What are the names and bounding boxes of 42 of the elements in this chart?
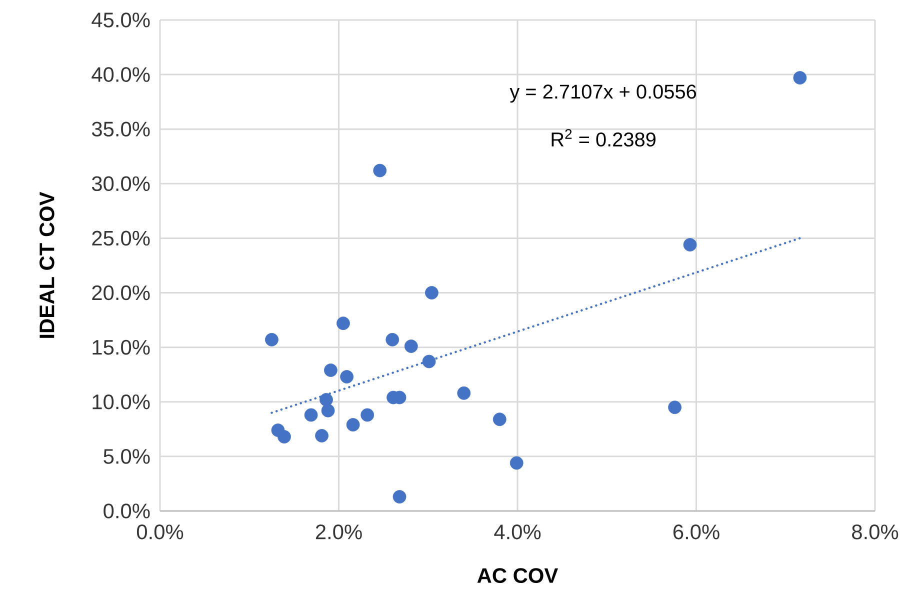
y-tick-label: 20.0% [92, 285, 150, 300]
point [265, 332, 278, 346]
point [404, 340, 418, 353]
y-tick-label: 5.0% [104, 449, 150, 464]
y-axis-title: IDEAL CT COV [40, 192, 54, 338]
point [346, 418, 360, 432]
x-tick-label: 0.0% [136, 524, 184, 540]
y-tick-label: 0.0% [104, 504, 150, 518]
point [336, 316, 350, 330]
point [492, 412, 506, 426]
point [392, 490, 406, 504]
x-axis-title: AC COV [477, 568, 558, 583]
point [320, 392, 333, 406]
x-tick-label: 8.0% [852, 524, 898, 540]
y-tick-label: 10.0% [92, 394, 150, 410]
y-tick-label: 40.0% [92, 67, 150, 82]
point [793, 71, 807, 85]
point [321, 404, 335, 418]
y-tick-label: 45.0% [92, 12, 150, 28]
point [425, 286, 438, 300]
point [340, 370, 354, 384]
x-tick-label: 2.0% [316, 524, 362, 540]
x-tick-label: 6.0% [673, 524, 720, 540]
point [304, 408, 318, 422]
y-tick-label: 30.0% [92, 176, 150, 192]
point [386, 332, 400, 346]
point [683, 238, 697, 252]
y-tick-label: 35.0% [92, 122, 150, 136]
point [324, 364, 338, 377]
point [457, 386, 471, 400]
point [668, 400, 682, 414]
point [510, 456, 524, 470]
y-tick-label: 25.0% [92, 230, 150, 246]
point [315, 429, 328, 442]
point [278, 430, 291, 444]
point [360, 408, 374, 422]
y-tick-label: 15.0% [92, 340, 150, 355]
point [422, 354, 436, 368]
annotation: R$^{2}$ = 0.2389 [552, 129, 656, 147]
point [373, 164, 387, 178]
annotation: y = 2.7107x + 0.0556 [510, 84, 696, 103]
x-tick-label: 4.0% [494, 524, 541, 540]
